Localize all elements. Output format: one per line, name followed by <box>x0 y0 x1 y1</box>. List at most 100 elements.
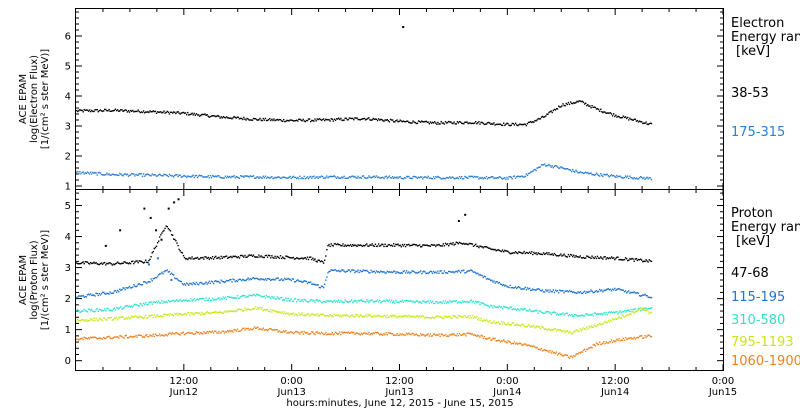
series-1060-1900-point <box>490 339 492 341</box>
series-38-53-point <box>288 120 290 122</box>
series-47-68-point <box>473 244 476 247</box>
series-38-53-point <box>496 123 498 126</box>
series-1060-1900-point <box>324 333 326 335</box>
series-47-68-point <box>556 255 559 257</box>
series-115-195-point <box>565 290 567 292</box>
series-175-315-point <box>192 174 194 176</box>
series-795-1193-point <box>604 320 606 323</box>
series-795-1193-point <box>399 315 401 317</box>
series-175-315-point <box>363 176 366 179</box>
series-175-315-point <box>311 177 313 179</box>
series-1060-1900-point <box>132 336 134 338</box>
series-115-195-point <box>179 280 181 282</box>
series-38-53-point <box>120 109 122 111</box>
series-310-580-point <box>579 314 581 317</box>
series-1060-1900-point <box>225 331 228 333</box>
series-310-580-point <box>611 312 614 314</box>
series-38-53-point <box>561 105 563 107</box>
series-115-195-point <box>456 271 459 273</box>
series-115-195-point <box>414 272 416 274</box>
series-38-53-point <box>352 117 354 120</box>
series-1060-1900-point <box>150 335 152 337</box>
series-47-68-point <box>421 245 423 248</box>
series-38-53-point <box>348 117 351 119</box>
series-795-1193-point <box>76 320 78 322</box>
series-38-53-point <box>310 120 312 123</box>
series-1060-1900-point <box>355 332 357 334</box>
series-310-580-point <box>153 301 155 303</box>
series-310-580-point <box>345 300 347 303</box>
series-38-53-point <box>377 118 380 120</box>
series-795-1193-point <box>264 309 267 311</box>
series-1060-1900-point <box>186 332 188 334</box>
series-795-1193-point <box>377 315 380 317</box>
series-47-68-point <box>225 255 228 257</box>
series-795-1193-point <box>98 318 100 320</box>
series-310-580-point <box>390 299 393 301</box>
series-38-53-point <box>84 109 86 111</box>
series-175-315-point <box>117 174 119 176</box>
series-795-1193-point <box>553 328 556 330</box>
series-47-68-point <box>190 258 192 260</box>
y-tick-label: 4 <box>65 92 71 103</box>
series-175-315-point <box>302 177 304 180</box>
series-175-315-point <box>167 175 170 178</box>
series-115-195-point <box>537 288 539 290</box>
series-310-580-point <box>152 301 154 303</box>
series-1060-1900-point <box>507 340 509 342</box>
series-175-315-point <box>379 177 381 179</box>
series-310-580-point <box>267 296 270 298</box>
series-1060-1900-point <box>383 333 385 335</box>
series-1060-1900-point <box>293 331 296 334</box>
series-47-68-point <box>363 245 366 247</box>
series-795-1193-point <box>179 313 181 315</box>
electron-ylabel: ACE EPAM log(Electron Flux) [1/(cm² s st… <box>18 49 51 149</box>
series-310-580-point <box>95 308 97 311</box>
series-47-68-point <box>464 243 466 245</box>
series-795-1193-point <box>477 319 479 321</box>
series-47-68-point <box>327 245 329 247</box>
series-38-53-point <box>293 120 296 122</box>
series-38-53-point <box>230 117 232 119</box>
series-38-53-point <box>513 124 516 126</box>
series-175-315-point <box>236 176 239 178</box>
series-310-580-point <box>149 301 151 303</box>
series-1060-1900-point <box>386 334 388 336</box>
series-115-195-point <box>165 270 167 272</box>
series-115-195-point <box>211 281 214 283</box>
series-1060-1900-point <box>165 334 167 336</box>
series-47-68-point <box>277 256 279 258</box>
series-38-53-point <box>528 121 531 123</box>
series-175-315-point <box>288 176 290 178</box>
series-38-53-point <box>80 109 82 112</box>
series-310-580-point <box>129 306 132 308</box>
series-310-580-point <box>459 301 462 304</box>
series-115-195-point <box>96 292 98 295</box>
series-115-195-point <box>93 294 95 296</box>
series-38-53-point <box>81 109 83 112</box>
series-47-68-point <box>538 253 540 255</box>
series-795-1193-point <box>521 323 523 325</box>
series-310-580-point <box>395 299 397 302</box>
series-175-315-point <box>571 170 573 173</box>
series-115-195-point <box>466 270 468 273</box>
series-47-68-point <box>103 262 105 264</box>
series-795-1193-point <box>395 315 397 318</box>
series-175-315-point <box>325 176 327 179</box>
series-175-315-point <box>354 175 356 178</box>
series-310-580-point <box>214 298 216 301</box>
series-795-1193-point <box>541 326 544 328</box>
series-47-68-point <box>137 262 139 264</box>
series-47-68-point <box>155 245 158 247</box>
series-38-53-point <box>183 112 186 114</box>
series-310-580-point <box>314 301 316 303</box>
series-38-53-point <box>173 111 175 113</box>
series-38-53-point <box>233 115 235 118</box>
series-38-53-point <box>623 116 626 119</box>
series-115-195-point <box>121 289 123 291</box>
series-1060-1900-point <box>193 333 195 335</box>
series-115-195-point <box>82 295 84 297</box>
series-47-68-point <box>572 255 574 258</box>
series-795-1193-point <box>206 311 208 313</box>
series-310-580-point <box>355 300 357 302</box>
